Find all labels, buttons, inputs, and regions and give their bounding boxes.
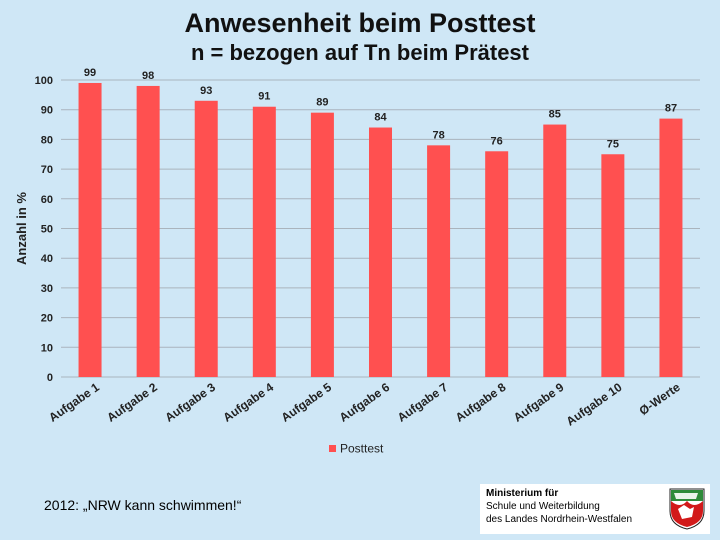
chart-subtitle: n = bezogen auf Tn beim Prätest bbox=[190, 40, 529, 65]
bar bbox=[369, 127, 392, 378]
data-label: 85 bbox=[549, 109, 561, 121]
data-label: 75 bbox=[607, 138, 619, 150]
nrw-crest-icon bbox=[669, 488, 705, 530]
data-label: 78 bbox=[432, 129, 444, 141]
y-tick-label: 90 bbox=[41, 105, 53, 117]
bar bbox=[659, 118, 683, 378]
data-label: 99 bbox=[84, 67, 96, 79]
chart-title: Anwesenheit beim Posttest bbox=[184, 8, 536, 38]
legend-label: Posttest bbox=[340, 442, 384, 456]
data-label: 87 bbox=[665, 103, 677, 115]
bar bbox=[601, 154, 625, 377]
x-tick-label: Aufgabe 3 bbox=[162, 380, 218, 425]
x-tick-label: Aufgabe 6 bbox=[337, 380, 393, 425]
data-label: 84 bbox=[374, 112, 387, 124]
data-label: 89 bbox=[316, 97, 328, 109]
data-label: 76 bbox=[491, 135, 503, 147]
y-axis-label: Anzahl in % bbox=[14, 192, 29, 265]
x-tick-label: Aufgabe 10 bbox=[564, 380, 625, 429]
bar bbox=[194, 100, 218, 377]
x-tick-label: Ø-Werte bbox=[637, 380, 683, 418]
bar bbox=[427, 145, 451, 377]
y-tick-label: 100 bbox=[35, 75, 53, 87]
x-tick-label: Aufgabe 1 bbox=[46, 380, 102, 425]
bar bbox=[252, 106, 276, 378]
x-tick-label: Aufgabe 5 bbox=[279, 380, 335, 425]
x-tick-label: Aufgabe 8 bbox=[453, 380, 509, 425]
bar bbox=[310, 112, 334, 378]
bar bbox=[543, 124, 567, 377]
y-tick-label: 60 bbox=[41, 194, 53, 206]
bar bbox=[485, 151, 509, 377]
y-tick-label: 70 bbox=[41, 164, 53, 176]
data-label: 93 bbox=[200, 85, 212, 97]
x-tick-label: Aufgabe 4 bbox=[220, 380, 276, 425]
bar bbox=[78, 82, 102, 377]
x-tick-label: Aufgabe 7 bbox=[395, 380, 451, 425]
ministry-line-3: des Landes Nordrhein-Westfalen bbox=[486, 514, 633, 525]
ministry-logo: Ministerium für Schule und Weiterbildung… bbox=[480, 484, 710, 534]
data-label: 98 bbox=[142, 70, 154, 82]
y-tick-label: 50 bbox=[41, 224, 53, 236]
ministry-line-1: Ministerium für bbox=[486, 488, 559, 499]
y-tick-label: 30 bbox=[41, 283, 53, 295]
ministry-text: Ministerium für Schule und Weiterbildung… bbox=[486, 487, 632, 526]
y-tick-label: 0 bbox=[47, 372, 53, 384]
y-tick-label: 40 bbox=[41, 253, 53, 265]
data-label: 91 bbox=[258, 91, 270, 103]
x-tick-label: Aufgabe 9 bbox=[511, 380, 567, 425]
legend-swatch bbox=[329, 445, 336, 452]
ministry-line-2: Schule und Weiterbildung bbox=[486, 501, 600, 512]
bar bbox=[136, 85, 160, 377]
y-tick-label: 80 bbox=[41, 134, 53, 146]
y-tick-label: 20 bbox=[41, 313, 53, 325]
y-tick-label: 10 bbox=[41, 342, 53, 354]
x-tick-label: Aufgabe 2 bbox=[104, 380, 160, 425]
bar-chart: 0 10 20 30 40 50 60 70 80 90 100 Anzahl in % 99 Aufga… bbox=[14, 67, 700, 456]
footer-text: 2012: „NRW kann schwimmen!“ bbox=[44, 497, 242, 513]
